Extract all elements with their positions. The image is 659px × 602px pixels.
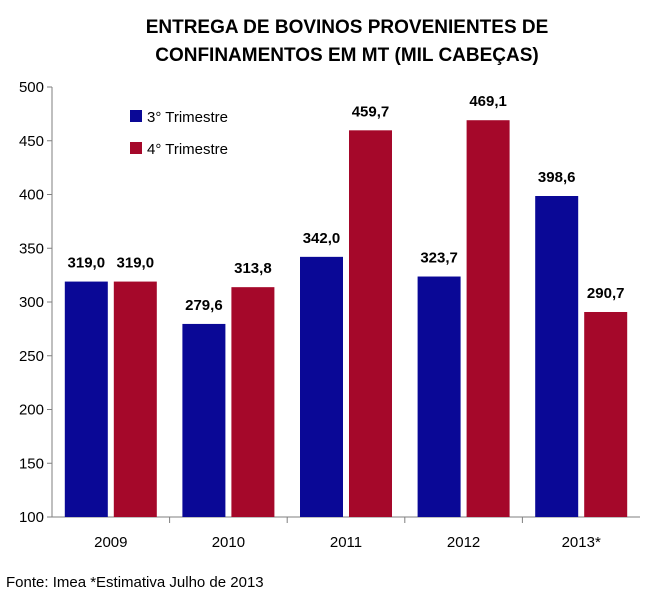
bar-q4 bbox=[584, 311, 628, 517]
chart-title-line-1: ENTREGA DE BOVINOS PROVENIENTES DE bbox=[146, 17, 549, 38]
bar-q4 bbox=[113, 281, 157, 517]
y-tick-label: 450 bbox=[19, 133, 44, 150]
y-tick-label: 250 bbox=[19, 348, 44, 365]
data-label-q4: 319,0 bbox=[117, 255, 155, 272]
bar-q3 bbox=[417, 276, 461, 517]
bar-q3 bbox=[300, 256, 343, 517]
data-label-q3: 342,0 bbox=[303, 230, 341, 247]
legend-swatch-q3 bbox=[130, 110, 142, 122]
plot-area: 100 150 200 250 300 350 400 450 500 2009 319,0 319,… bbox=[19, 79, 640, 551]
y-tick-label: 500 bbox=[19, 79, 44, 96]
data-label-q3: 279,6 bbox=[185, 297, 223, 314]
legend-label-q3: 3° Trimestre bbox=[147, 109, 228, 126]
y-tick-label: 400 bbox=[19, 187, 44, 204]
bar-q4 bbox=[466, 120, 510, 517]
data-label-q4: 469,1 bbox=[469, 93, 507, 110]
source-footnote: Fonte: Imea *Estimativa Julho de 2013 bbox=[6, 574, 264, 591]
bar-q4 bbox=[231, 287, 275, 517]
bar-q3 bbox=[64, 281, 108, 517]
x-tick-label: 2012 bbox=[447, 534, 480, 551]
y-tick-label: 100 bbox=[19, 509, 44, 526]
data-label-q4: 459,7 bbox=[352, 103, 390, 120]
data-label-q4: 313,8 bbox=[234, 260, 272, 277]
x-tick-label: 2009 bbox=[94, 534, 127, 551]
y-tick-label: 350 bbox=[19, 240, 44, 257]
y-tick-label: 300 bbox=[19, 294, 44, 311]
bar-q3 bbox=[535, 196, 579, 517]
x-tick-label: 2011 bbox=[330, 534, 362, 551]
data-label-q3: 323,7 bbox=[420, 250, 458, 267]
bar-q4 bbox=[349, 130, 392, 517]
y-tick-label: 200 bbox=[19, 402, 44, 419]
bar-q3 bbox=[182, 323, 226, 517]
x-tick-label: 2010 bbox=[212, 534, 245, 551]
data-label-q3: 398,6 bbox=[538, 169, 576, 186]
legend-swatch-q4 bbox=[130, 142, 142, 154]
data-label-q3: 319,0 bbox=[68, 255, 106, 272]
legend-label-q4: 4° Trimestre bbox=[147, 141, 228, 158]
data-label-q4: 290,7 bbox=[587, 285, 625, 302]
x-tick-label: 2013* bbox=[562, 534, 601, 551]
y-tick-label: 150 bbox=[19, 455, 44, 472]
chart-title-line-2: CONFINAMENTOS EM MT (MIL CABEÇAS) bbox=[155, 45, 539, 66]
